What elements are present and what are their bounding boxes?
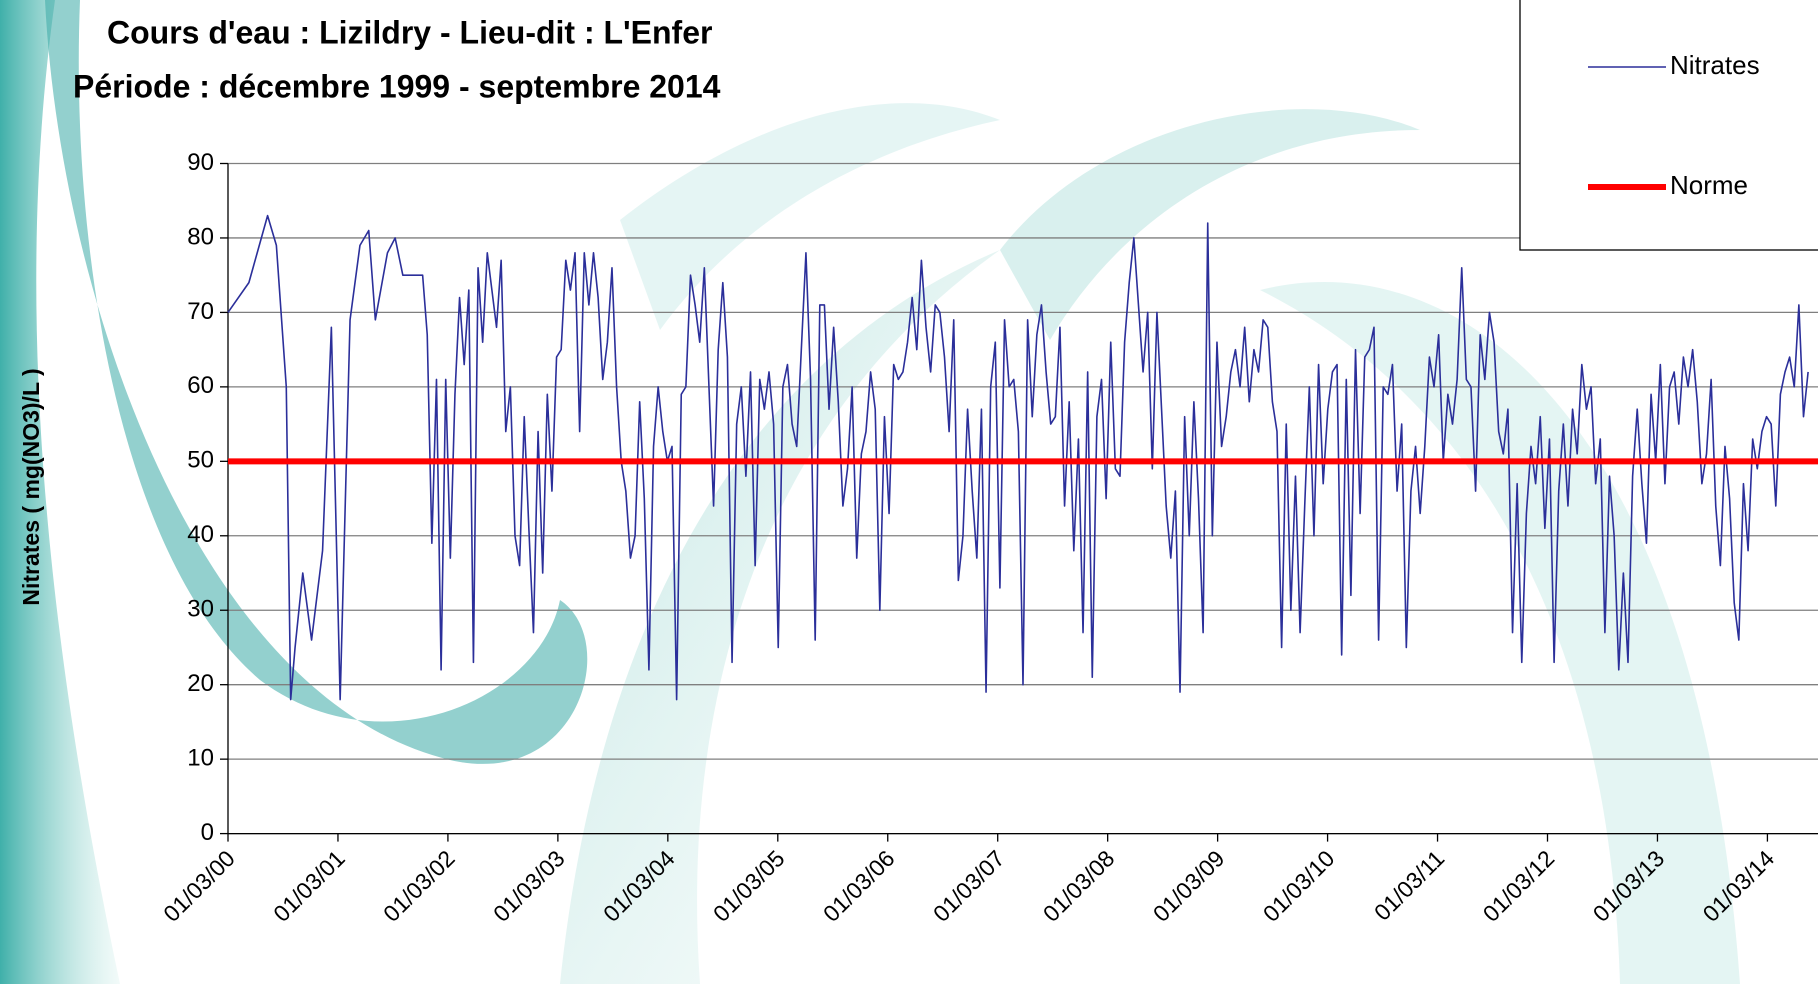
y-tick-label: 90 bbox=[187, 149, 214, 176]
x-tick-label: 01/03/01 bbox=[268, 845, 350, 927]
x-tick-label: 01/03/03 bbox=[488, 845, 570, 927]
x-tick-label: 01/03/10 bbox=[1258, 845, 1340, 927]
y-tick-label: 70 bbox=[187, 298, 214, 325]
y-tick-label: 20 bbox=[187, 670, 214, 697]
y-tick-label: 0 bbox=[201, 819, 214, 846]
x-tick-label: 01/03/11 bbox=[1369, 845, 1449, 925]
chart-subtitle: Période : décembre 1999 - septembre 2014 bbox=[73, 68, 721, 104]
x-tick-label: 01/03/05 bbox=[708, 845, 790, 927]
legend-label: Norme bbox=[1670, 170, 1748, 200]
swirl bbox=[45, 0, 588, 764]
y-tick-label: 80 bbox=[187, 223, 214, 250]
legend-box bbox=[1519, 0, 1818, 251]
swirl bbox=[0, 0, 120, 984]
legend-label: Nitrates bbox=[1670, 50, 1760, 80]
swirl bbox=[1260, 282, 1740, 984]
legend: Nitrates Norme bbox=[1519, 0, 1818, 251]
y-tick-label: 60 bbox=[187, 372, 214, 399]
y-tick-label: 50 bbox=[187, 447, 214, 474]
chart-title: Cours d'eau : Lizildry - Lieu-dit : L'En… bbox=[107, 14, 712, 50]
background bbox=[0, 0, 1740, 984]
y-tick-label: 10 bbox=[187, 744, 214, 771]
y-axis-label: Nitrates ( mg(NO3)/L ) bbox=[18, 368, 44, 605]
x-tick-label: 01/03/07 bbox=[928, 845, 1010, 927]
x-tick-label: 01/03/00 bbox=[158, 845, 240, 927]
x-tick-label: 01/03/12 bbox=[1478, 845, 1560, 927]
y-tick-label: 40 bbox=[187, 521, 214, 548]
x-tick-label: 01/03/08 bbox=[1038, 845, 1120, 927]
swirl bbox=[560, 250, 1000, 984]
x-tick-label: 01/03/09 bbox=[1148, 845, 1230, 927]
swirl bbox=[1000, 109, 1420, 340]
x-tick-label: 01/03/02 bbox=[378, 845, 460, 927]
y-tick-label: 30 bbox=[187, 596, 214, 623]
series-line bbox=[227, 214, 1809, 701]
swirl bbox=[620, 103, 1000, 330]
x-tick-label: 01/03/06 bbox=[818, 845, 900, 927]
